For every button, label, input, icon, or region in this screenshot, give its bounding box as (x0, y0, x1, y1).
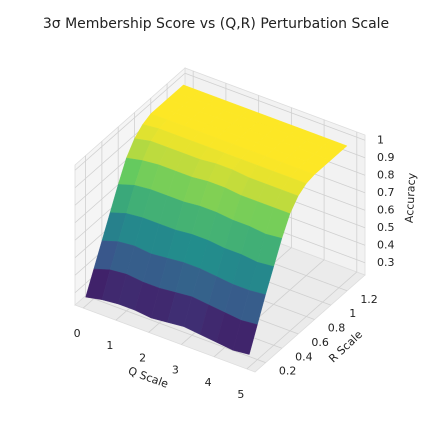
tick-label: 0 (74, 327, 81, 340)
grid-line (74, 72, 186, 171)
grid-line (184, 72, 366, 141)
tick-label: 0.6 (377, 203, 395, 216)
tick-label: 0.8 (328, 322, 346, 335)
z-axis-label: Accuracy (403, 172, 419, 223)
tick-label: 0.6 (311, 336, 329, 349)
x-axis-label: Q Scale (126, 364, 170, 391)
tick-label: 1.2 (360, 293, 378, 306)
grid-line (85, 295, 266, 364)
tick-label: 0.8 (377, 168, 395, 181)
tick-label: 1 (106, 339, 113, 352)
tick-label: 0.7 (377, 186, 395, 199)
tick-label: 0.4 (377, 238, 395, 251)
labels: 0123450.20.40.60.811.20.30.40.50.60.70.8… (74, 133, 419, 401)
tick-label: 0.4 (295, 350, 313, 363)
tick-label: 0.3 (377, 256, 395, 269)
tick-label: 4 (205, 376, 212, 389)
tick-label: 1 (377, 133, 384, 146)
tick-label: 0.9 (377, 151, 395, 164)
tick-label: 1 (349, 307, 356, 320)
tick-label: 2 (139, 351, 146, 364)
chart-title: 3σ Membership Score vs (Q,R) Perturbatio… (43, 16, 389, 32)
grid-line (246, 271, 358, 370)
tick-label: 0.2 (279, 365, 297, 378)
tick-label: 3 (172, 364, 179, 377)
surface (85, 84, 348, 355)
tick-label: 0.5 (377, 221, 395, 234)
tick-label: 5 (237, 388, 244, 401)
surface-patch (232, 320, 258, 355)
